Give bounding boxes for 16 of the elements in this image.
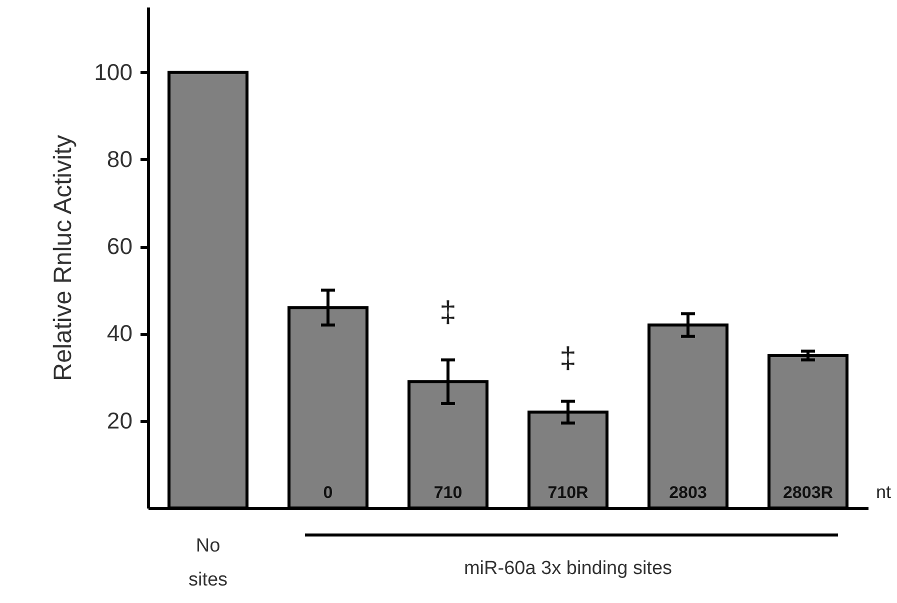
x-tick-label: 710 — [434, 483, 462, 502]
y-tick-label: 80 — [106, 146, 132, 172]
y-axis-title: Relative Rnluc Activity — [49, 134, 78, 381]
annotation: ‡ — [440, 296, 456, 329]
y-tick-label: 20 — [106, 407, 132, 434]
x-tick-label: 2803R — [782, 483, 834, 502]
y-tick-label: 40 — [106, 320, 132, 346]
x-tick-label: No sites — [188, 536, 228, 590]
y-tick-label: 60 — [106, 233, 132, 260]
x-tick-label: 710R — [548, 483, 588, 502]
annotation: ‡ — [560, 342, 576, 375]
text: nt — [876, 482, 892, 502]
x-tick-label: 0 — [323, 483, 333, 502]
x-tick-label: 2803 — [669, 483, 707, 502]
x-axis-title: miR-60a 3x binding sites — [464, 558, 672, 579]
y-tick-label: 100 — [94, 58, 132, 85]
